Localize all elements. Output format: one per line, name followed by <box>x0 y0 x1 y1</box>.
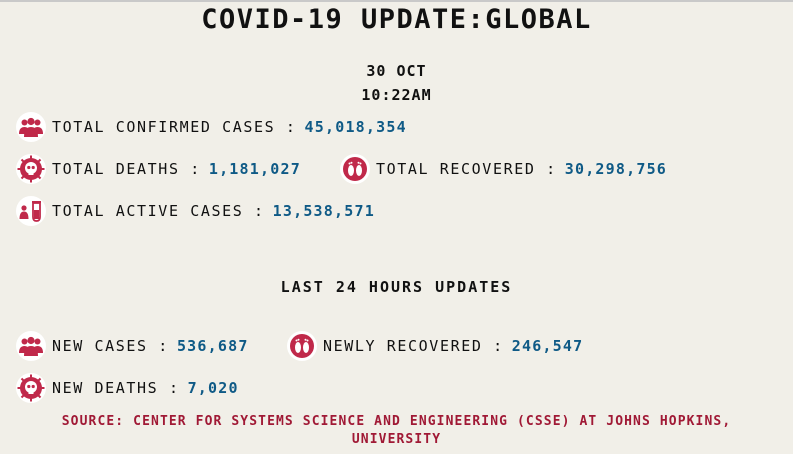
new-cases-row: NEW CASES : 536,687 <box>16 331 249 361</box>
new-deaths-row: NEW DEATHS : 7,020 <box>16 373 239 403</box>
last-24-hours-heading: LAST 24 HOURS UPDATES <box>280 278 513 296</box>
footprints-icon <box>340 154 370 184</box>
total-active-value: 13,538,571 <box>272 202 375 220</box>
new-deaths-label: NEW DEATHS : <box>52 379 180 397</box>
update-date: 30 OCT <box>366 62 427 80</box>
total-recovered-value: 30,298,756 <box>564 160 668 178</box>
source-credit: SOURCE: CENTER FOR SYSTEMS SCIENCE AND E… <box>61 414 732 447</box>
total-deaths-value: 1,181,027 <box>208 160 301 178</box>
test-tube-icon <box>16 196 46 226</box>
virus-skull-icon <box>16 373 46 403</box>
newly-recovered-row: NEWLY RECOVERED : 246,547 <box>287 331 583 361</box>
page-title: COVID-19 UPDATE:GLOBAL <box>201 4 592 35</box>
total-confirmed-value: 45,018,354 <box>304 118 407 136</box>
new-deaths-value: 7,020 <box>187 379 239 397</box>
people-group-icon <box>16 331 46 361</box>
total-recovered-row: TOTAL RECOVERED : 30,298,756 <box>340 154 667 184</box>
total-active-row: TOTAL ACTIVE CASES : 13,538,571 <box>16 196 375 226</box>
total-deaths-label: TOTAL DEATHS : <box>52 160 201 178</box>
newly-recovered-label: NEWLY RECOVERED : <box>323 337 504 355</box>
update-time: 10:22AM <box>361 86 432 104</box>
new-cases-label: NEW CASES : <box>52 337 169 355</box>
new-cases-value: 536,687 <box>176 337 249 355</box>
total-active-label: TOTAL ACTIVE CASES : <box>52 202 265 220</box>
total-recovered-label: TOTAL RECOVERED : <box>376 160 557 178</box>
total-confirmed-label: TOTAL CONFIRMED CASES : <box>52 118 297 136</box>
total-deaths-row: TOTAL DEATHS : 1,181,027 <box>16 154 301 184</box>
footprints-icon <box>287 331 317 361</box>
virus-skull-icon <box>16 154 46 184</box>
top-border <box>0 0 793 2</box>
people-group-icon <box>16 112 46 142</box>
total-confirmed-row: TOTAL CONFIRMED CASES : 45,018,354 <box>16 112 407 142</box>
newly-recovered-value: 246,547 <box>511 337 584 355</box>
